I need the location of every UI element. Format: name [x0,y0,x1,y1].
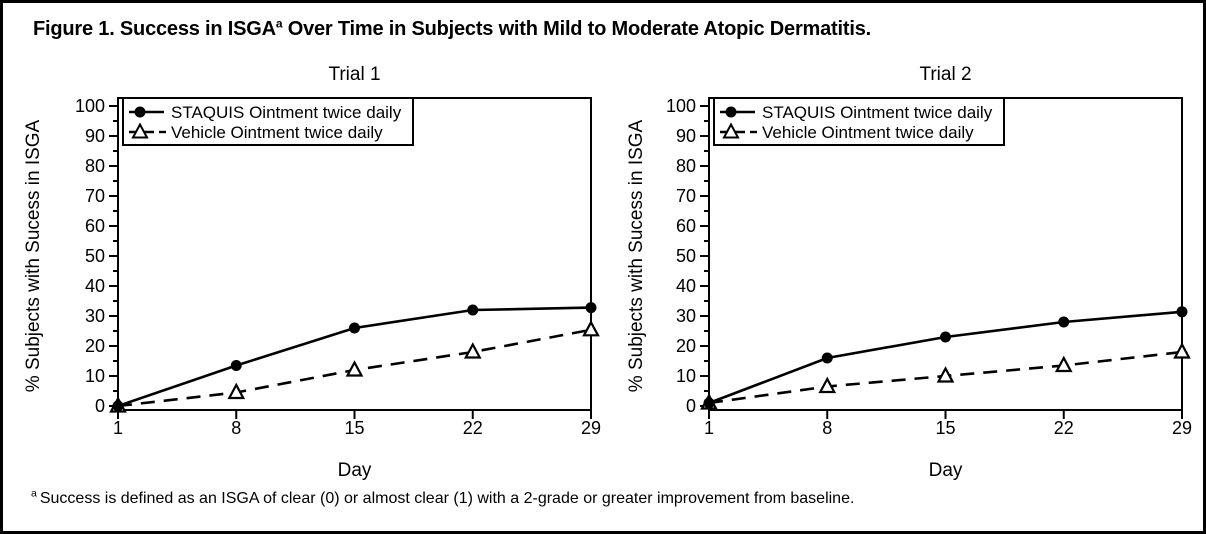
trial-2-chart: Trial 2 Day % Subjects with Sucess in ISGA… [626,64,1192,481]
filled-circle-marker [940,331,951,343]
trial-1-chart: Trial 1 Day % Subjects with Sucess in ISGA… [23,64,601,481]
x-tick-label: 15 [344,418,364,438]
filled-circle-marker [703,397,715,409]
y-tick-label: 70 [85,186,105,206]
x-tick-label: 29 [1172,418,1192,438]
x-tick-label: 15 [935,418,955,438]
y-tick-label: 80 [85,156,105,176]
filled-circle-marker [1058,316,1070,328]
x-tick-label: 1 [704,418,714,438]
filled-circle-marker [134,106,146,118]
series-staquis [112,302,597,412]
series-staquis [703,306,1188,409]
y-tick-label: 100 [75,96,105,116]
y-tick-label: 0 [686,396,696,416]
y-tick-label: 40 [85,276,105,296]
y-tick-label: 10 [676,366,696,386]
legend-label: Vehicle Ointment twice daily [762,123,974,142]
legend-label: STAQUIS Ointment twice daily [762,103,993,122]
filled-circle-marker [230,360,242,371]
charts-row: Trial 1 Day % Subjects with Sucess in ISGA… [3,58,1203,483]
footnote-superscript: a [31,487,37,500]
open-triangle-marker [345,360,364,377]
open-triangle-marker [1173,342,1191,359]
x-axis: 1 8 15 22 29 [704,410,1192,438]
y-tick-label: 20 [676,336,696,356]
x-axis-label: Day [929,460,963,481]
y-tick-label: 90 [85,126,105,146]
filled-circle-marker [1176,306,1188,318]
x-tick-label: 29 [581,418,601,438]
x-axis: 1 8 15 22 29 [113,410,601,438]
series-line [708,310,1183,405]
y-tick-label: 30 [676,306,696,326]
figure-title-text: Figure 1. Success in ISGA [33,18,276,40]
open-triangle-marker [463,342,482,359]
open-triangle-marker [1054,355,1073,373]
filled-circle-marker [585,302,597,314]
filled-circle-marker [821,352,833,364]
open-triangle-marker [722,122,740,139]
footnote-text: Success is defined as an ISGA of clear (… [39,490,855,507]
y-tick-label: 80 [676,156,696,176]
legend-box [122,97,414,146]
x-tick-label: 22 [463,418,483,438]
panel-title: Trial 2 [919,64,971,85]
y-tick-label: 40 [676,276,696,296]
y-axis: 0 10 20 30 40 50 60 70 80 90 100 [75,96,118,416]
legend-label: Vehicle Ointment twice daily [171,123,383,142]
series-line [117,306,592,408]
y-tick-label: 30 [85,306,105,326]
y-tick-label: 50 [676,246,696,266]
y-tick-label: 100 [666,96,696,116]
open-triangle-marker [936,366,955,383]
figure-title-text-after: Over Time in Subjects with Mild to Moder… [282,18,871,40]
open-triangle-marker [582,319,600,337]
y-tick-label: 60 [85,216,105,236]
y-tick-label: 50 [85,246,105,266]
open-triangle-marker [818,376,837,394]
y-tick-label: 10 [85,366,105,386]
x-tick-label: 8 [822,418,832,438]
filled-circle-marker [112,400,124,412]
y-axis: 0 10 20 30 40 50 60 70 80 90 100 [666,96,709,416]
y-tick-label: 60 [676,216,696,236]
filled-circle-marker [349,322,360,334]
legend-label: STAQUIS Ointment twice daily [171,103,402,122]
figure-title: Figure 1. Success in ISGAa Over Time in … [33,16,871,41]
footnote: a Success is defined as an ISGA of clear … [31,487,855,508]
x-tick-label: 22 [1054,418,1074,438]
figure-title-superscript: a [275,16,283,31]
open-triangle-marker [227,382,246,400]
series-vehicle [109,319,600,413]
filled-circle-marker [467,304,479,316]
filled-circle-marker [725,106,737,118]
y-tick-label: 70 [676,186,696,206]
legend-box [713,97,1005,146]
x-tick-label: 1 [113,418,123,438]
panel-title: Trial 1 [328,64,380,85]
x-tick-label: 8 [231,418,241,438]
y-axis-label: % Subjects with Sucess in ISGA [626,119,647,392]
x-axis-label: Day [338,460,372,481]
y-tick-label: 20 [85,336,105,356]
y-axis-label: % Subjects with Sucess in ISGA [23,119,44,392]
open-triangle-marker [131,122,149,139]
y-tick-label: 0 [95,396,105,416]
y-tick-label: 90 [676,126,696,146]
